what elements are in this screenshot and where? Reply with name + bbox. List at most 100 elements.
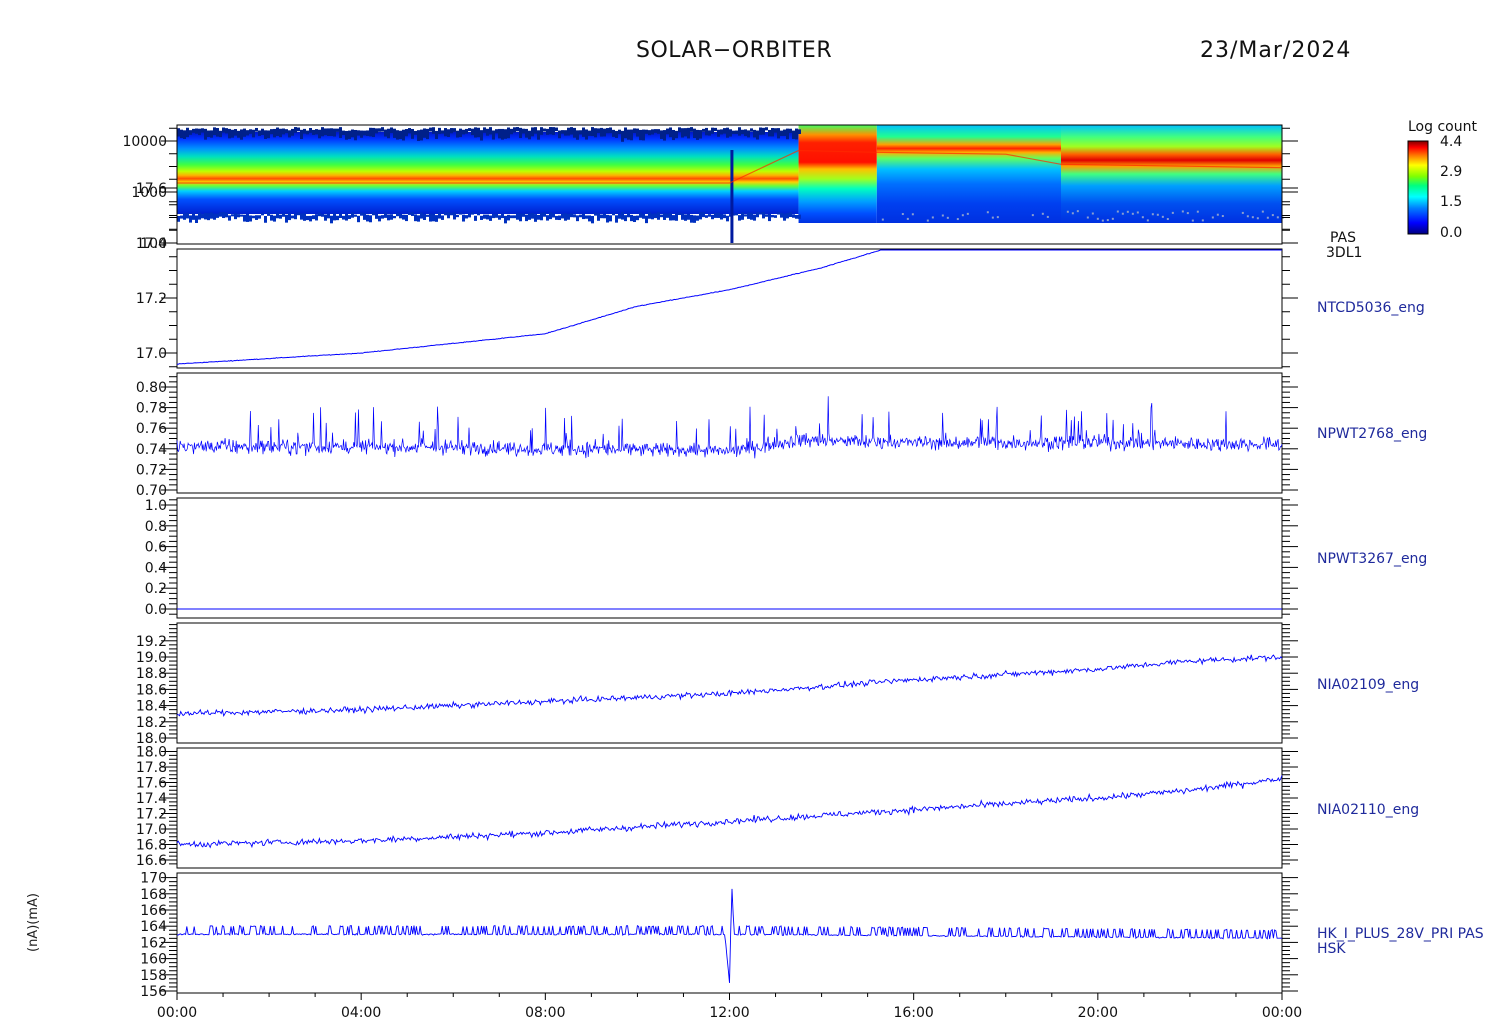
spectrogram-noise <box>501 213 504 219</box>
spectrogram-noise <box>498 215 501 220</box>
spectrogram-noise <box>931 216 934 219</box>
spectrogram-noise <box>381 127 384 132</box>
spectrogram-noise <box>474 215 477 221</box>
spectrogram-noise <box>744 214 747 217</box>
spectrogram-noise <box>369 215 372 223</box>
spectrogram-noise <box>435 130 438 139</box>
tick-label-p3: 0.4 <box>145 560 167 576</box>
tick-label-p3: 0.2 <box>145 581 167 597</box>
x-tick-label: 00:00 <box>1262 1005 1302 1020</box>
spectrogram-noise <box>201 128 204 133</box>
spectrogram-noise <box>285 129 288 134</box>
spectrogram-noise <box>453 128 456 132</box>
spectrogram-noise <box>534 214 537 222</box>
tick-label-p2: 0.74 <box>136 442 167 458</box>
spectrogram-noise <box>276 127 279 136</box>
spectrogram-noise <box>783 129 786 136</box>
spectrogram-noise <box>498 128 501 139</box>
spectrogram-noise <box>711 127 714 134</box>
tick-label-p6: 170 <box>140 871 167 887</box>
spectrogram-noise <box>351 212 354 218</box>
spectrogram-noise <box>696 129 699 140</box>
spectrogram-noise <box>522 213 525 217</box>
spectrogram-noise <box>792 130 795 139</box>
spectrogram-noise <box>252 129 255 138</box>
spectrogram-noise <box>693 128 696 139</box>
spectrogram-noise <box>741 129 744 135</box>
panel-frame-p1 <box>176 248 1283 369</box>
spectrogram-noise <box>540 212 543 221</box>
spectrogram-noise <box>507 127 510 139</box>
spectrogram-noise <box>465 128 468 134</box>
spectrogram-noise <box>624 215 627 222</box>
tick-label-p2: 0.72 <box>136 462 167 478</box>
spectrogram-noise <box>207 130 210 137</box>
spectrogram-noise <box>246 213 249 222</box>
spectrogram-noise <box>255 215 258 220</box>
tick-label-p6: 168 <box>140 887 167 903</box>
tick-label-p6: 162 <box>140 935 167 951</box>
tick-label-p3: 1.0 <box>145 498 167 514</box>
panel-label-npwt3267: NPWT3267_eng <box>1317 551 1428 567</box>
chart-date: 23/Mar/2024 <box>1200 38 1352 63</box>
spectrogram-noise <box>405 129 408 137</box>
spectrogram-noise <box>1241 211 1244 214</box>
spectrogram-noise <box>378 215 381 222</box>
spectrogram-noise <box>186 127 189 138</box>
spectrogram-noise <box>573 214 576 218</box>
spectrogram-noise <box>600 214 603 219</box>
spectrogram-noise <box>621 130 624 142</box>
spectrogram-noise <box>273 128 276 138</box>
spectrogram-noise <box>510 128 513 135</box>
spectrogram-noise <box>648 130 651 136</box>
spectrogram-label-line2: 3DL1 <box>1326 245 1363 261</box>
spectrogram-noise <box>543 212 546 217</box>
spectrogram-noise <box>267 212 270 216</box>
spectrogram-noise <box>213 213 216 220</box>
spectrogram-noise <box>564 130 567 136</box>
spectrogram-noise <box>603 128 606 137</box>
spectrogram-noise <box>309 127 312 133</box>
tick-label-p4: 19.2 <box>136 634 167 650</box>
spectrogram-noise <box>192 128 195 133</box>
spectrogram-noise <box>549 212 552 220</box>
spectrogram-noise <box>327 213 330 219</box>
spectrogram-noise <box>486 128 489 136</box>
tick-labels: 10000100010017.617.417.217.00.800.780.76… <box>122 134 1302 1020</box>
spectrogram-noise <box>684 214 687 221</box>
spectrogram-noise <box>306 130 309 135</box>
spectrogram-noise <box>246 130 249 136</box>
spectrogram-noise <box>678 127 681 133</box>
spectrogram-noise <box>966 212 969 215</box>
spectrogram-noise <box>618 213 621 219</box>
spectrogram-noise <box>186 212 189 219</box>
spectrogram-noise <box>312 129 315 135</box>
spectrogram-noise <box>426 214 429 217</box>
series-line-p1 <box>177 249 1282 365</box>
spectrogram-noise <box>507 214 510 221</box>
spectrogram-noise <box>474 127 477 138</box>
spectrogram-noise <box>177 215 180 222</box>
spectrogram-noise <box>795 214 798 219</box>
spectrogram-noise <box>369 127 372 137</box>
spectrogram-noise <box>234 129 237 136</box>
spectrogram-noise <box>375 128 378 134</box>
spectrogram-noise <box>618 129 621 135</box>
spectrogram-noise <box>591 215 594 224</box>
spectrogram-noise <box>768 213 771 222</box>
spectrogram-noise <box>588 215 591 222</box>
spectrogram-noise <box>552 213 555 218</box>
spectrogram-noise <box>207 213 210 221</box>
spectrogram-noise <box>318 129 321 139</box>
spectrogram-noise <box>300 129 303 140</box>
spectrogram-noise <box>408 212 411 215</box>
spectrogram-noise <box>741 212 744 220</box>
spectrogram-noise <box>234 213 237 220</box>
spectrogram-noise <box>282 213 285 217</box>
colorbar-tick-max: 4.4 <box>1440 134 1463 150</box>
spectrogram-noise <box>699 212 702 220</box>
spectrogram-noise <box>666 128 669 135</box>
chart-title: SOLAR−ORBITER <box>636 38 833 63</box>
spectrogram-noise <box>633 128 636 134</box>
spectrogram-noise <box>552 127 555 135</box>
